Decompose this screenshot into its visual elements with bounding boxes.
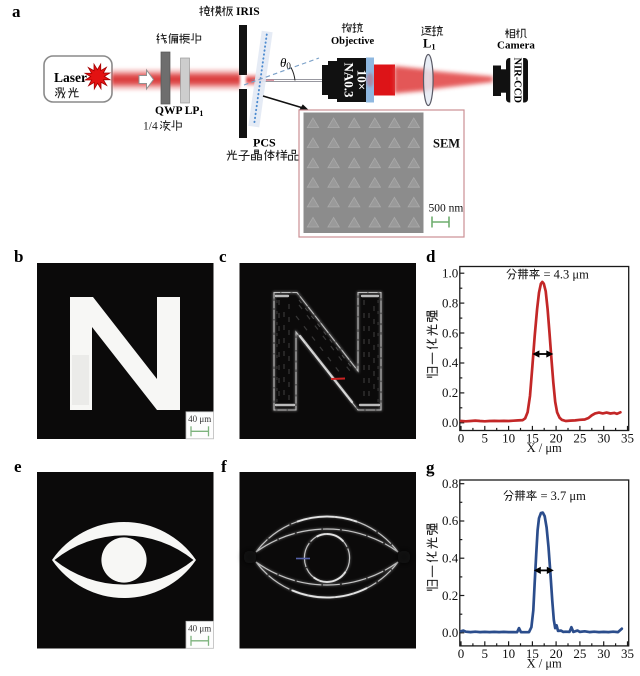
svg-text:X / μm: X / μm	[527, 656, 562, 670]
svg-text:c: c	[219, 247, 227, 266]
svg-text:15: 15	[526, 431, 539, 446]
svg-text:a: a	[12, 2, 21, 21]
svg-text:0.8: 0.8	[442, 476, 458, 491]
svg-text:20: 20	[550, 646, 563, 661]
svg-text:X / μm: X / μm	[527, 441, 562, 455]
svg-text:Laser: Laser	[54, 70, 87, 85]
svg-text:b: b	[14, 247, 23, 266]
svg-text:e: e	[14, 457, 22, 476]
svg-text:Objective: Objective	[331, 36, 374, 47]
svg-text:30: 30	[597, 431, 610, 446]
svg-text:25: 25	[573, 646, 586, 661]
svg-text:35: 35	[621, 646, 634, 661]
svg-text:SEM: SEM	[433, 137, 460, 151]
svg-text:30: 30	[597, 646, 610, 661]
svg-text:QWP LP1: QWP LP1	[155, 105, 203, 118]
svg-text:NA0.3: NA0.3	[342, 62, 357, 98]
svg-text:20: 20	[550, 431, 563, 446]
svg-text:0.2: 0.2	[442, 588, 458, 603]
svg-text:5: 5	[482, 646, 489, 661]
svg-text:Camera: Camera	[497, 40, 535, 52]
svg-text:10: 10	[502, 646, 515, 661]
svg-text:10: 10	[502, 431, 515, 446]
svg-text:0.6: 0.6	[442, 513, 459, 528]
svg-text:f: f	[221, 457, 227, 476]
svg-text:0.8: 0.8	[442, 295, 458, 310]
svg-text:= 3.7 μm: = 3.7 μm	[541, 489, 587, 503]
svg-text:0.0: 0.0	[442, 415, 458, 430]
svg-text:1/4: 1/4	[143, 121, 158, 133]
svg-text:500 nm: 500 nm	[429, 203, 464, 215]
svg-text:0.6: 0.6	[442, 325, 459, 340]
svg-text:10×: 10×	[355, 70, 370, 90]
svg-text:IRIS: IRIS	[236, 6, 260, 18]
svg-text:40 μm: 40 μm	[188, 414, 211, 424]
svg-text:0.0: 0.0	[442, 625, 458, 640]
svg-text:g: g	[426, 458, 435, 477]
svg-text:PCS: PCS	[253, 136, 276, 150]
svg-text:= 4.3 μm: = 4.3 μm	[544, 267, 590, 281]
svg-text:35: 35	[621, 431, 634, 446]
svg-text:0.2: 0.2	[442, 385, 458, 400]
svg-text:25: 25	[573, 431, 586, 446]
svg-text:0: 0	[458, 431, 465, 446]
svg-text:15: 15	[526, 646, 539, 661]
svg-text:0.4: 0.4	[442, 551, 459, 566]
svg-text:d: d	[426, 247, 436, 266]
svg-text:40 μm: 40 μm	[188, 623, 211, 633]
svg-text:5: 5	[482, 431, 489, 446]
svg-text:NIR-CCD: NIR-CCD	[511, 57, 522, 103]
svg-text:0.4: 0.4	[442, 355, 459, 370]
svg-text:θ0: θ0	[280, 55, 291, 71]
svg-text:0: 0	[458, 646, 465, 661]
svg-text:1.0: 1.0	[442, 266, 458, 281]
